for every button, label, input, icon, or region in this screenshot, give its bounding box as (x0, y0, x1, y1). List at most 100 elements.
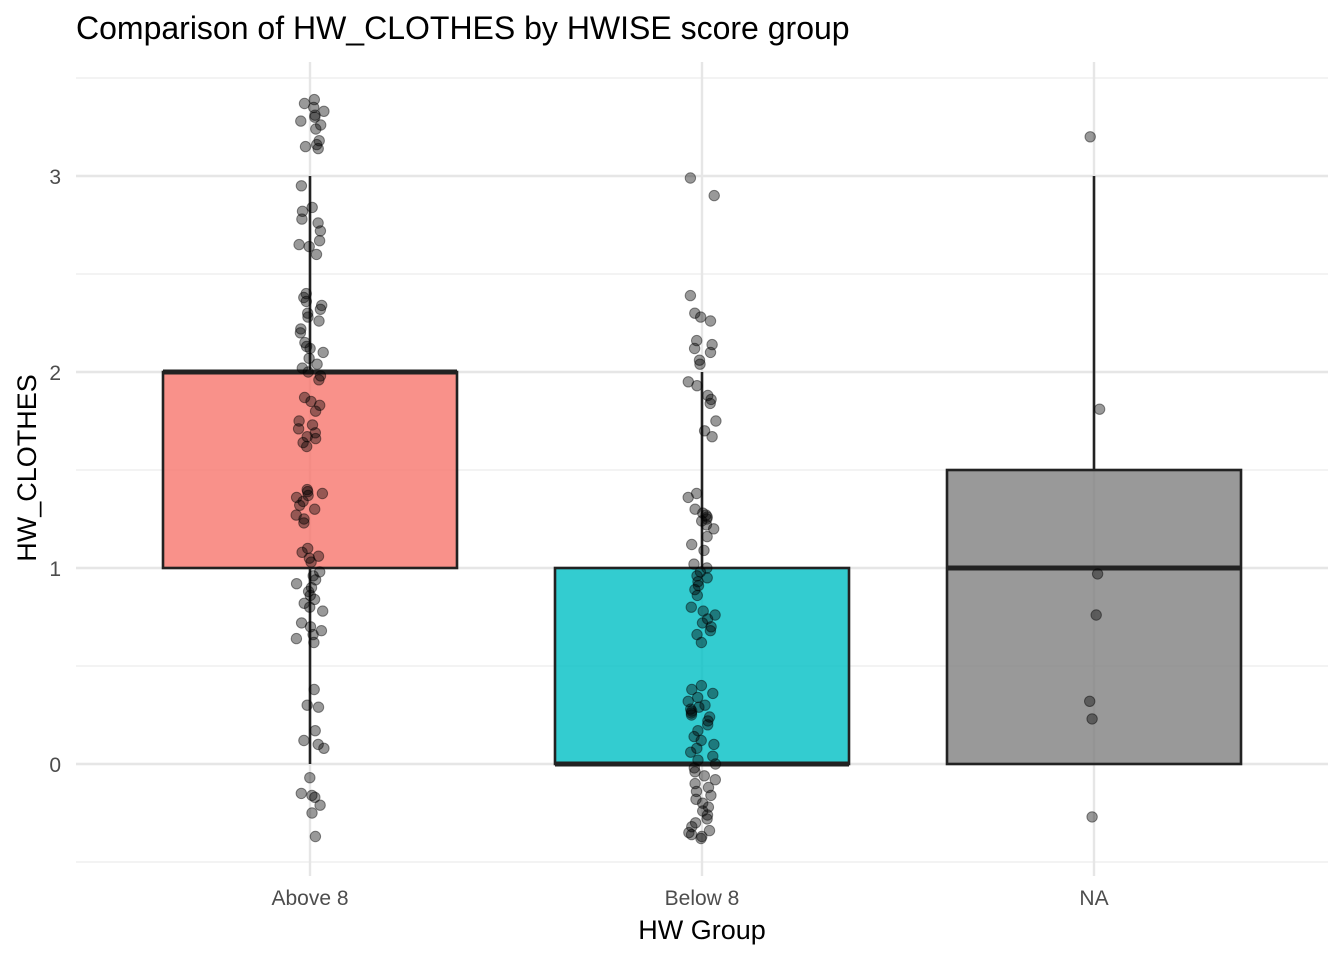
data-point (704, 397, 716, 410)
data-point (297, 495, 309, 508)
data-point (701, 513, 713, 525)
data-point (683, 826, 695, 839)
data-point (298, 97, 311, 110)
data-point (314, 303, 327, 315)
data-point (299, 140, 312, 153)
data-point (318, 742, 330, 754)
data-point (686, 705, 698, 717)
data-point (686, 538, 698, 551)
x-tick-labels: Above 8 Below 8 NA (271, 887, 1108, 910)
data-point (1086, 713, 1098, 725)
data-point (290, 509, 302, 521)
data-point (692, 579, 705, 592)
data-point (307, 570, 319, 582)
data-point (709, 609, 721, 621)
data-point (682, 491, 694, 504)
box-below-8 (553, 372, 851, 767)
data-point (709, 774, 721, 786)
data-point (702, 719, 714, 731)
data-point (301, 483, 313, 496)
data-point (311, 358, 323, 370)
data-point (704, 625, 717, 637)
data-point (696, 515, 708, 527)
data-point (290, 632, 303, 645)
data-point (689, 766, 701, 778)
data-point (702, 781, 715, 794)
data-point (703, 711, 716, 723)
data-point (309, 830, 322, 843)
data-point (308, 683, 320, 696)
data-point (703, 824, 716, 837)
data-point (695, 679, 708, 692)
data-point (301, 699, 313, 711)
data-point (688, 730, 700, 743)
data-point (298, 391, 311, 404)
data-point (304, 342, 316, 355)
data-point (310, 123, 322, 135)
data-point (685, 828, 698, 841)
data-point (316, 487, 329, 500)
data-point (309, 432, 322, 445)
data-point (290, 578, 303, 590)
data-point (684, 172, 697, 184)
data-point (302, 542, 314, 555)
data-point (308, 593, 321, 606)
data-point (702, 389, 714, 402)
data-point (315, 625, 328, 637)
box-na (945, 176, 1243, 766)
data-point (298, 734, 310, 747)
data-point (315, 119, 327, 131)
data-point (695, 734, 707, 747)
data-point (704, 315, 717, 327)
y-tick-label: 3 (49, 166, 61, 189)
data-point (304, 772, 316, 784)
data-point (1084, 131, 1096, 143)
data-point (294, 499, 306, 511)
data-point (701, 562, 713, 574)
data-point (692, 754, 704, 766)
data-point (302, 307, 314, 319)
data-point (710, 415, 722, 427)
data-point (689, 503, 701, 515)
data-point (317, 605, 329, 617)
data-point (295, 115, 307, 127)
data-point (304, 601, 316, 613)
data-point (684, 289, 697, 302)
data-point (317, 346, 329, 359)
data-point (688, 762, 700, 774)
data-point (298, 597, 310, 609)
data-point (309, 111, 321, 123)
data-point (698, 544, 710, 557)
data-point (312, 142, 324, 155)
data-point (705, 393, 717, 406)
data-point (306, 201, 318, 214)
data-point (309, 725, 321, 737)
data-point (302, 585, 315, 598)
data-point (693, 354, 706, 366)
data-point (302, 485, 314, 498)
data-point (312, 217, 324, 229)
data-point (305, 581, 318, 594)
data-point (689, 817, 702, 829)
data-point (303, 240, 315, 253)
data-point (688, 558, 700, 570)
data-point (699, 699, 711, 711)
data-point (304, 621, 317, 633)
data-point (294, 327, 307, 339)
data-point (310, 248, 323, 261)
data-point (312, 550, 325, 562)
data-point (304, 589, 316, 602)
x-axis-title: HW Group (638, 915, 766, 945)
data-point (689, 777, 701, 790)
data-point (691, 570, 703, 582)
data-point (685, 703, 697, 715)
data-point (695, 636, 708, 649)
data-point (308, 101, 320, 114)
data-point (697, 605, 709, 617)
data-point (693, 701, 705, 713)
data-point (290, 491, 303, 504)
data-point (705, 789, 717, 802)
box-rect (161, 370, 459, 570)
data-point (695, 832, 707, 845)
data-point (293, 415, 305, 427)
